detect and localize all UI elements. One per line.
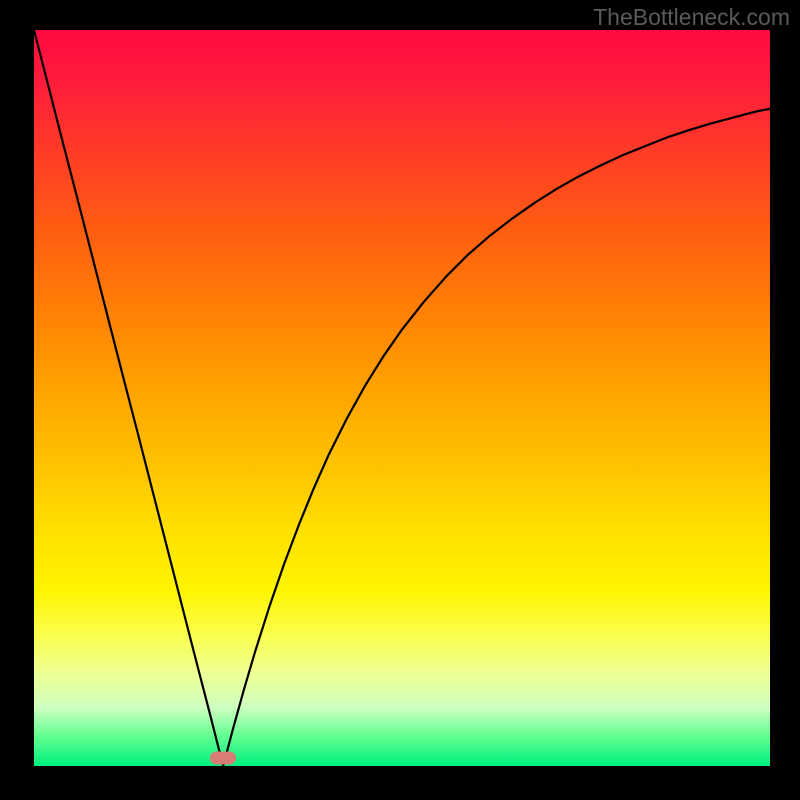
bottleneck-curve-path [34, 30, 770, 766]
watermark-text: TheBottleneck.com [593, 4, 790, 31]
chart-plot-area [34, 30, 770, 766]
bottleneck-curve [34, 30, 770, 766]
minimum-marker [210, 752, 236, 765]
